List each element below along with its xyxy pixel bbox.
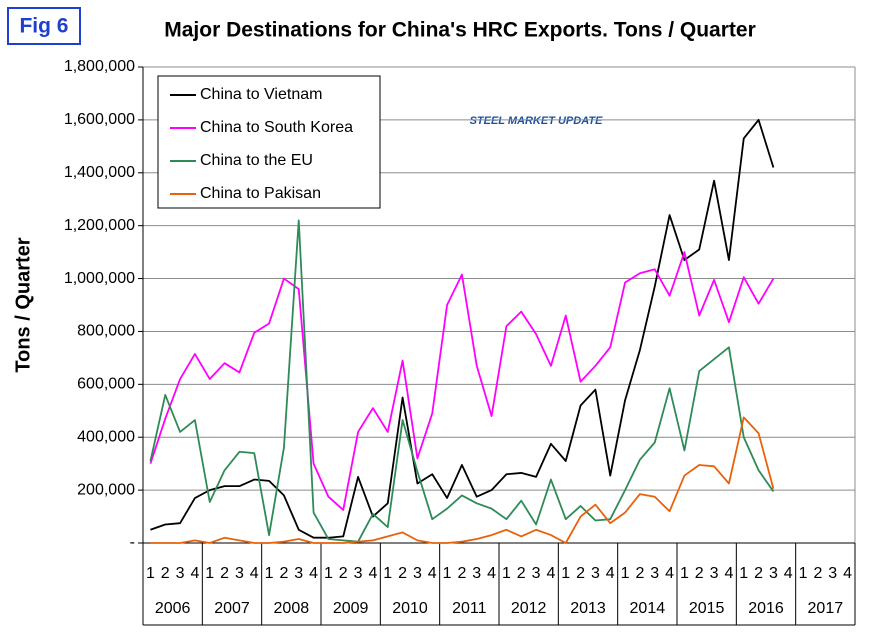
series-line [150, 118, 775, 539]
year-label: 2012 [511, 600, 547, 617]
y-tick-label: 200,000 [77, 481, 135, 498]
x-tick-label: 3 [235, 565, 244, 582]
x-tick-label: 2 [398, 565, 407, 582]
x-tick-label: 3 [294, 565, 303, 582]
x-tick-label: 2 [754, 565, 763, 582]
year-label: 2008 [274, 600, 310, 617]
legend-label: China to South Korea [200, 119, 353, 136]
x-tick-label: 4 [784, 565, 793, 582]
x-tick-label: 1 [502, 565, 511, 582]
x-tick-label: 3 [176, 565, 185, 582]
y-tick-label: 800,000 [77, 323, 135, 340]
x-tick-label: 1 [680, 565, 689, 582]
x-tick-label: 2 [220, 565, 229, 582]
year-label: 2007 [214, 600, 250, 617]
x-tick-label: 4 [368, 565, 377, 582]
x-tick-label: 3 [710, 565, 719, 582]
x-tick-label: 2 [635, 565, 644, 582]
year-label: 2009 [333, 600, 369, 617]
year-label: 2013 [570, 600, 606, 617]
x-tick-label: 2 [457, 565, 466, 582]
chart-title: Major Destinations for China's HRC Expor… [164, 19, 756, 42]
x-tick-label: 4 [309, 565, 318, 582]
x-tick-label: 1 [443, 565, 452, 582]
x-tick-label: 4 [428, 565, 437, 582]
figure-label-box [7, 7, 81, 45]
year-label: 2006 [155, 600, 191, 617]
x-tick-label: 2 [576, 565, 585, 582]
logo: STEEL MARKET UPDATE [470, 115, 603, 127]
x-tick-label: 3 [532, 565, 541, 582]
x-tick-label: 1 [799, 565, 808, 582]
x-tick-label: 4 [606, 565, 615, 582]
legend-label: China to Vietnam [200, 86, 322, 103]
y-tick-label: - [130, 534, 135, 551]
y-tick-label: 1,800,000 [64, 58, 135, 75]
x-tick-label: 2 [517, 565, 526, 582]
year-label: 2016 [748, 600, 784, 617]
y-tick-label: 1,400,000 [64, 164, 135, 181]
x-tick-label: 1 [146, 565, 155, 582]
x-tick-label: 4 [190, 565, 199, 582]
figure-label: Fig 6 [19, 15, 68, 38]
y-tick-label: 1,600,000 [64, 111, 135, 128]
x-tick-label: 4 [250, 565, 259, 582]
x-tick-label: 2 [695, 565, 704, 582]
x-tick-label: 3 [769, 565, 778, 582]
x-tick-label: 1 [739, 565, 748, 582]
year-label: 2015 [689, 600, 725, 617]
x-tick-label: 3 [828, 565, 837, 582]
year-label: 2011 [452, 600, 487, 617]
x-tick-label: 4 [843, 565, 852, 582]
y-axis-label: Tons / Quarter [12, 237, 34, 372]
series-line [149, 219, 775, 543]
legend-label: China to Pakisan [200, 185, 321, 202]
y-tick-label: 600,000 [77, 376, 135, 393]
x-tick-label: 3 [354, 565, 363, 582]
x-tick-label: 2 [339, 565, 348, 582]
year-label: 2010 [392, 600, 428, 617]
x-tick-label: 1 [324, 565, 333, 582]
x-tick-label: 3 [650, 565, 659, 582]
x-tick-label: 2 [813, 565, 822, 582]
x-tick-label: 1 [621, 565, 630, 582]
year-label: 2017 [808, 600, 844, 617]
legend-label: China to the EU [200, 152, 313, 169]
x-tick-label: 1 [205, 565, 214, 582]
x-tick-label: 4 [487, 565, 496, 582]
x-tick-label: 2 [161, 565, 170, 582]
x-tick-label: 4 [724, 565, 733, 582]
x-tick-label: 2 [279, 565, 288, 582]
legend-box [157, 75, 381, 209]
y-tick-label: 400,000 [77, 428, 135, 445]
year-label: 2014 [630, 600, 666, 617]
x-tick-label: 1 [265, 565, 274, 582]
x-tick-label: 3 [472, 565, 481, 582]
series-line [149, 251, 775, 511]
x-tick-label: 1 [561, 565, 570, 582]
x-tick-label: 1 [383, 565, 392, 582]
x-tick-label: 4 [665, 565, 674, 582]
y-tick-label: 1,200,000 [64, 217, 135, 234]
x-tick-label: 3 [413, 565, 422, 582]
series-line [150, 416, 775, 544]
x-tick-label: 3 [591, 565, 600, 582]
x-tick-label: 4 [546, 565, 555, 582]
y-tick-label: 1,000,000 [64, 270, 135, 287]
